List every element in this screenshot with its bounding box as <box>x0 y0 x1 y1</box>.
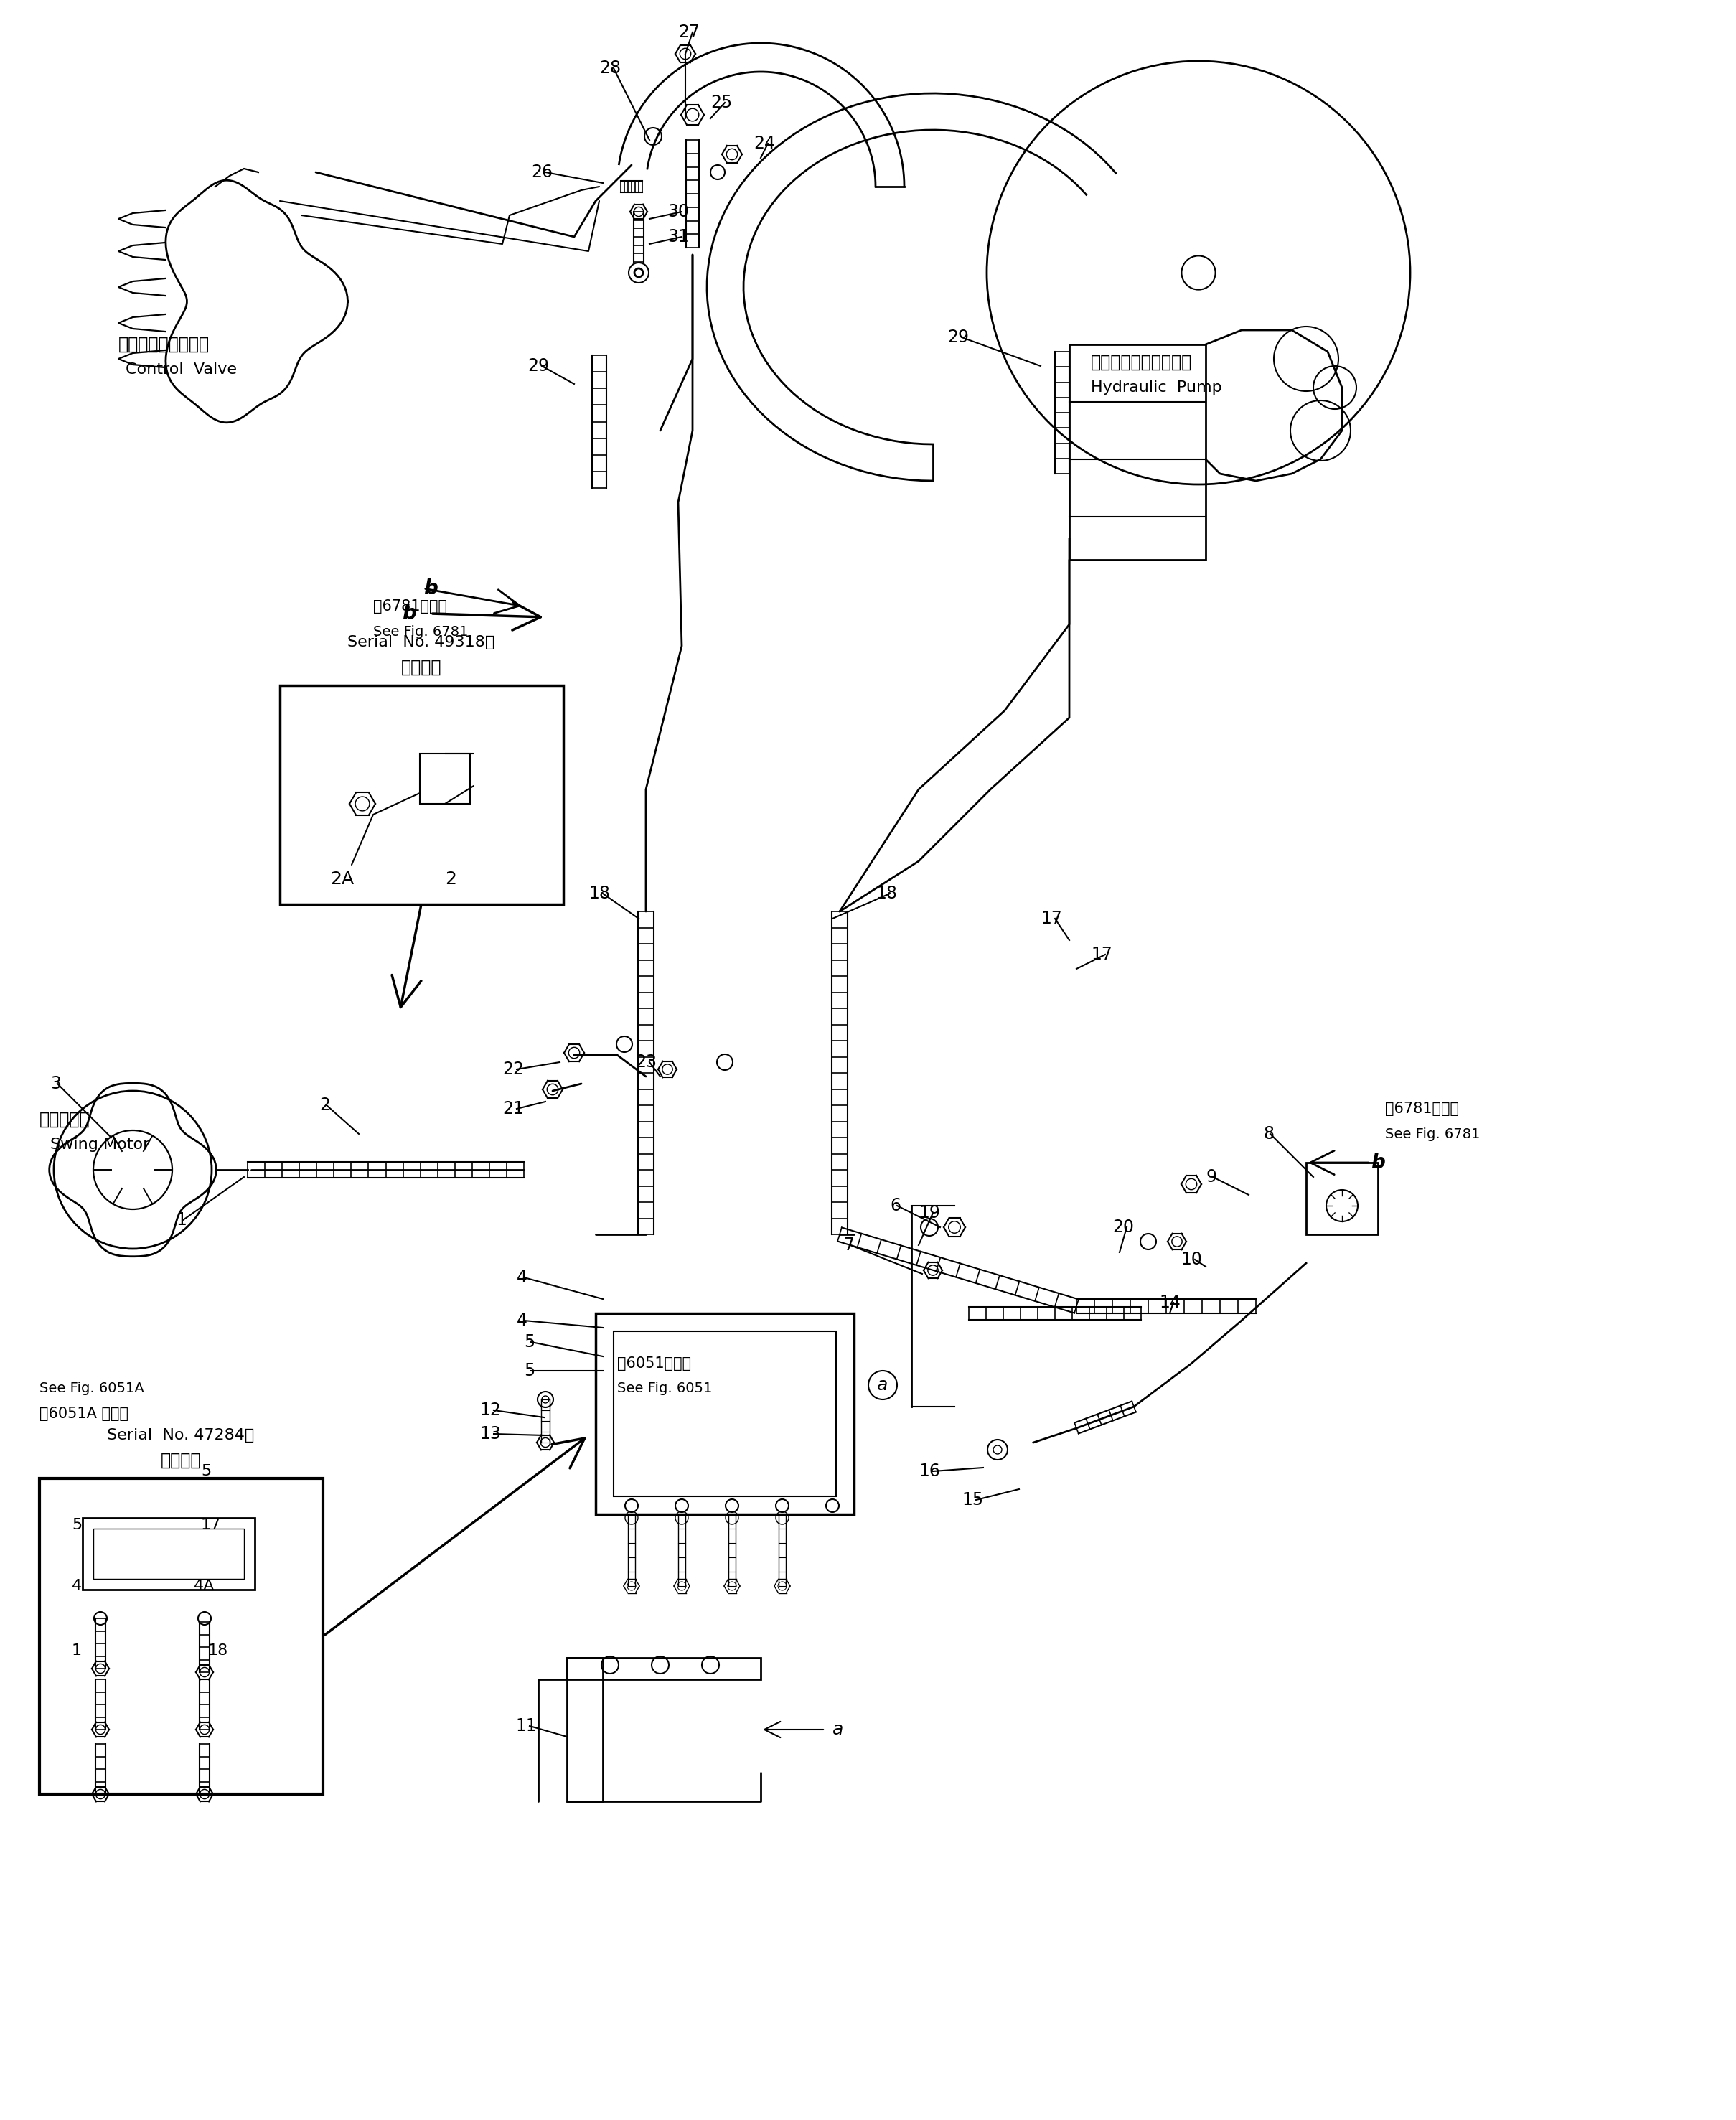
Text: Swing Motor: Swing Motor <box>50 1138 149 1151</box>
Text: b: b <box>1371 1153 1385 1172</box>
Text: 22: 22 <box>502 1060 524 1077</box>
Text: 3: 3 <box>50 1075 61 1092</box>
Text: 2: 2 <box>444 871 457 888</box>
Text: 適用号機: 適用号機 <box>160 1452 201 1469</box>
Text: 5: 5 <box>201 1465 212 1478</box>
Text: 21: 21 <box>502 1100 524 1117</box>
Text: 8: 8 <box>1264 1126 1274 1143</box>
Text: 旋回モータ: 旋回モータ <box>40 1111 90 1128</box>
Text: 25: 25 <box>710 93 733 110</box>
Text: 26: 26 <box>531 163 552 180</box>
Bar <box>568 1658 602 1802</box>
Text: 4A: 4A <box>194 1579 215 1594</box>
Bar <box>1069 343 1207 560</box>
Text: 12: 12 <box>479 1401 500 1418</box>
Bar <box>40 1478 323 1794</box>
Text: 16: 16 <box>918 1463 939 1480</box>
Text: 9: 9 <box>1207 1168 1217 1185</box>
Text: Control  Valve: Control Valve <box>125 363 236 377</box>
Text: 10: 10 <box>1180 1251 1201 1268</box>
Text: 5: 5 <box>524 1363 535 1380</box>
Text: 5: 5 <box>524 1333 535 1350</box>
Text: 4: 4 <box>71 1579 82 1594</box>
Text: 31: 31 <box>667 229 689 246</box>
Text: 17: 17 <box>1040 909 1062 926</box>
Text: b: b <box>403 604 417 623</box>
Text: 第6781図参照: 第6781図参照 <box>373 600 448 613</box>
Bar <box>279 685 564 905</box>
Text: 27: 27 <box>679 23 700 40</box>
Text: 17: 17 <box>201 1518 220 1533</box>
Text: 6: 6 <box>891 1198 901 1215</box>
Text: 24: 24 <box>753 136 774 153</box>
Text: 適用号機: 適用号機 <box>401 659 441 676</box>
Bar <box>420 753 470 803</box>
Bar <box>613 1331 837 1497</box>
Text: 15: 15 <box>962 1490 983 1509</box>
Text: See Fig. 6051: See Fig. 6051 <box>618 1382 712 1395</box>
Text: 18: 18 <box>875 884 898 903</box>
Text: コントロールバルブ: コントロールバルブ <box>118 335 210 354</box>
Text: 23: 23 <box>635 1054 656 1071</box>
Text: 4: 4 <box>517 1312 528 1329</box>
Text: 20: 20 <box>1113 1219 1134 1236</box>
Bar <box>1305 1162 1378 1234</box>
Bar <box>568 1658 760 1679</box>
Text: a: a <box>877 1376 889 1393</box>
Text: 19: 19 <box>918 1204 939 1221</box>
Text: 第6781図参照: 第6781図参照 <box>1385 1102 1458 1115</box>
Text: 第6051A 図参照: 第6051A 図参照 <box>40 1408 128 1420</box>
Text: 29: 29 <box>528 358 549 375</box>
Text: 1: 1 <box>175 1211 186 1230</box>
Text: 18: 18 <box>208 1643 229 1658</box>
Text: 5: 5 <box>71 1518 82 1533</box>
Text: Serial  No. 47284～: Serial No. 47284～ <box>108 1429 255 1442</box>
Text: Hydraulic  Pump: Hydraulic Pump <box>1090 379 1222 394</box>
Text: 1: 1 <box>71 1643 82 1658</box>
Text: 18: 18 <box>589 884 609 903</box>
Text: 14: 14 <box>1160 1293 1180 1310</box>
Text: 2: 2 <box>319 1096 330 1113</box>
Text: 11: 11 <box>516 1717 536 1734</box>
Text: 4: 4 <box>517 1270 528 1287</box>
Text: a: a <box>833 1721 844 1738</box>
Text: Serial  No. 49318～: Serial No. 49318～ <box>347 636 495 649</box>
Text: See Fig. 6781: See Fig. 6781 <box>373 625 469 638</box>
Bar <box>595 1312 854 1514</box>
Text: ハイドロリックポンプ: ハイドロリックポンプ <box>1090 354 1193 371</box>
Text: 17: 17 <box>1090 946 1113 962</box>
Text: 13: 13 <box>479 1425 500 1442</box>
Text: 30: 30 <box>667 204 689 220</box>
Text: 29: 29 <box>948 329 969 346</box>
Text: See Fig. 6051A: See Fig. 6051A <box>40 1382 144 1395</box>
Text: b: b <box>424 579 437 598</box>
Bar <box>83 1518 255 1590</box>
Text: 7: 7 <box>844 1236 854 1253</box>
Text: 2A: 2A <box>330 871 354 888</box>
Text: See Fig. 6781: See Fig. 6781 <box>1385 1128 1481 1141</box>
Text: 28: 28 <box>599 59 621 76</box>
Bar <box>94 1529 245 1579</box>
Text: 第6051図参照: 第6051図参照 <box>618 1357 691 1372</box>
